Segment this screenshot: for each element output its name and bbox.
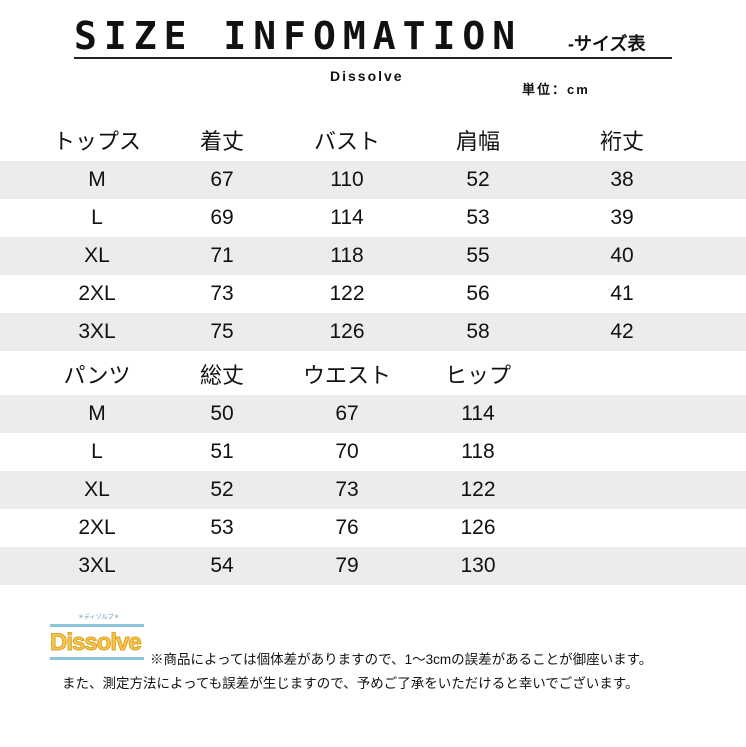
logo-small-text: ＊ディゾルブ＊ (78, 615, 120, 621)
table-cell: 110 (330, 168, 364, 191)
table-cell: 76 (335, 516, 359, 539)
table-cell: 73 (210, 282, 234, 305)
table-cell: 54 (210, 554, 234, 577)
pants-row: 3XL 54 79 130 (0, 547, 746, 585)
column-header: ウエスト (302, 363, 392, 388)
table-cell: 70 (335, 440, 359, 463)
table-cell: 53 (466, 206, 490, 229)
table-cell: 53 (210, 516, 234, 539)
table-cell: 52 (210, 478, 234, 501)
column-header: トップス (52, 129, 142, 154)
table-cell: 126 (460, 516, 496, 539)
tops-row: L 69 114 53 39 (0, 199, 746, 237)
title-divider (74, 57, 672, 59)
unit-label: 単位：cm (522, 82, 590, 97)
table-cell: 130 (460, 554, 496, 577)
table-cell: 56 (466, 282, 490, 305)
table-cell: 3XL (78, 320, 116, 343)
table-cell: 39 (610, 206, 634, 229)
column-header: バスト (313, 129, 381, 154)
table-cell: 73 (335, 478, 359, 501)
table-cell: 126 (329, 320, 365, 343)
brand-name: Dissolve (330, 68, 404, 84)
brand-logo: ＊ディゾルブ＊ Dissolve (50, 615, 144, 660)
table-cell: 118 (330, 244, 364, 267)
tops-row: M 67 110 52 38 (0, 161, 746, 199)
table-cell: 69 (210, 206, 234, 229)
table-cell: L (91, 440, 103, 463)
column-header: 肩幅 (455, 129, 501, 154)
table-cell: 79 (335, 554, 359, 577)
table-cell: 40 (610, 244, 634, 267)
table-cell: 122 (460, 478, 496, 501)
note-line-2: また、測定方法によっても誤差が生じますので、予めご了承をいただけると幸いでござい… (62, 676, 639, 691)
tops-row: XL 71 118 55 40 (0, 237, 746, 275)
table-cell: 38 (610, 168, 634, 191)
pants-row: XL 52 73 122 (0, 471, 746, 509)
note-line-1: ※商品によっては個体差がありますので、1～3cmの誤差があることが御座います。 (150, 652, 653, 667)
table-cell: XL (84, 244, 110, 267)
column-header: 着丈 (199, 129, 245, 154)
table-cell: 67 (210, 168, 234, 191)
table-cell: 2XL (78, 282, 116, 305)
table-cell: 41 (610, 282, 634, 305)
column-header: パンツ (63, 363, 131, 388)
page-title: SIZE INFOMATION (74, 14, 523, 58)
pants-row: 2XL 53 76 126 (0, 509, 746, 547)
logo-text: Dissolve (50, 629, 143, 656)
table-cell: 114 (461, 402, 495, 425)
tops-row: 2XL 73 122 56 41 (0, 275, 746, 313)
table-cell: L (91, 206, 103, 229)
table-cell: 67 (335, 402, 359, 425)
pants-header-row: パンツ 総丈 ウエスト ヒップ (0, 357, 746, 395)
table-cell: 71 (210, 244, 234, 267)
table-cell: 51 (210, 440, 234, 463)
table-cell: 114 (330, 206, 364, 229)
page-subtitle: -サイズ表 (568, 34, 646, 54)
table-cell: M (88, 168, 106, 191)
column-header: 総丈 (199, 363, 245, 388)
table-cell: M (88, 402, 106, 425)
table-cell: XL (84, 478, 110, 501)
pants-row: L 51 70 118 (0, 433, 746, 471)
table-cell: 42 (610, 320, 634, 343)
table-cell: 50 (210, 402, 234, 425)
table-cell: 58 (466, 320, 490, 343)
table-cell: 2XL (78, 516, 116, 539)
table-cell: 52 (466, 168, 490, 191)
table-cell: 75 (210, 320, 234, 343)
table-cell: 55 (466, 244, 490, 267)
tops-row: 3XL 75 126 58 42 (0, 313, 746, 351)
column-header: 裄丈 (599, 129, 645, 154)
table-cell: 3XL (78, 554, 116, 577)
table-cell: 118 (461, 440, 495, 463)
table-cell: 122 (329, 282, 365, 305)
pants-row: M 50 67 114 (0, 395, 746, 433)
column-header: ヒップ (444, 363, 512, 388)
tops-header-row: トップス 着丈 バスト 肩幅 裄丈 (0, 123, 746, 161)
